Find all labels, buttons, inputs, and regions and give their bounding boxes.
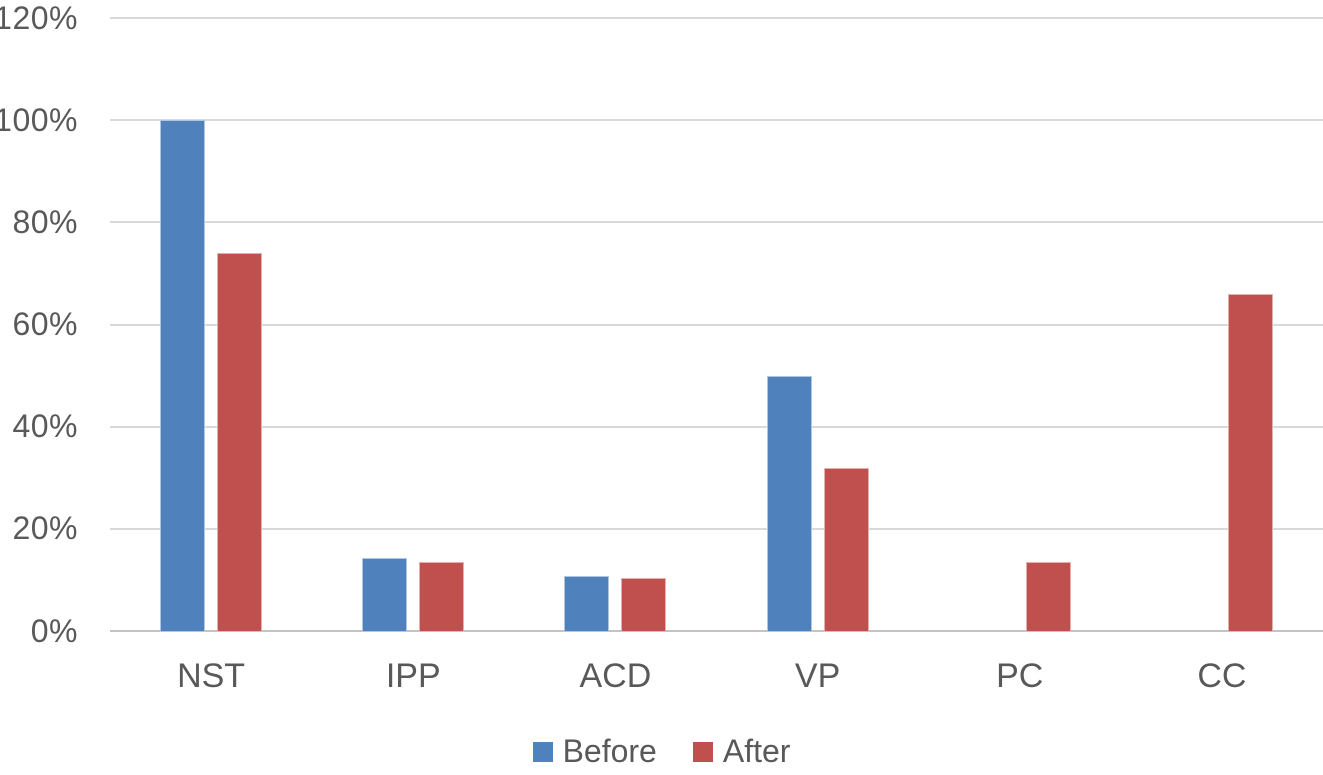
y-axis: 0% 20% 40% 60% 80% 100% 120% (0, 0, 78, 649)
y-tick-label: 60% (12, 306, 78, 342)
bar-after-vp (823, 467, 869, 631)
x-axis: NST IPP ACD VP PC CC (110, 649, 1323, 699)
legend-label-before: Before (562, 733, 657, 769)
x-tick-label: VP (794, 657, 841, 695)
gridline-0% (110, 630, 1323, 632)
y-tick-label: 20% (12, 510, 78, 547)
x-tick-label: PC (996, 657, 1044, 695)
bar-after-acd (621, 578, 667, 631)
y-tick-label: 120% (0, 0, 78, 36)
legend-swatch-after (692, 741, 713, 762)
x-tick-label: IPP (385, 657, 441, 695)
legend-label-after: After (722, 733, 791, 769)
legend-item-after: After (692, 733, 791, 770)
bar-after-nst (217, 252, 263, 631)
bar-before-ipp (362, 557, 408, 631)
y-tick-label: 0% (30, 612, 78, 649)
y-tick-label: 40% (12, 408, 78, 445)
gridline-120% (110, 17, 1323, 19)
bar-after-cc (1227, 293, 1273, 631)
bar-before-nst (160, 120, 206, 631)
x-tick-label: CC (1197, 657, 1247, 695)
bar-after-ipp (419, 561, 465, 631)
gridline-60% (110, 323, 1323, 326)
bar-before-acd (564, 576, 610, 631)
bar-before-vp (766, 375, 812, 631)
gridline-20% (110, 527, 1323, 530)
y-tick-label: 100% (0, 101, 78, 138)
x-tick-label: NST (177, 657, 246, 695)
x-tick-label: ACD (579, 657, 652, 695)
gridline-80% (110, 221, 1323, 224)
legend-item-before: Before (532, 733, 657, 770)
legend-swatch-before (532, 741, 553, 762)
bar-after-pc (1025, 561, 1071, 631)
gridline-100% (110, 119, 1323, 122)
legend: Before After (0, 733, 1323, 770)
gridline-40% (110, 425, 1323, 428)
plot-area (110, 17, 1323, 632)
y-tick-label: 80% (12, 203, 78, 240)
